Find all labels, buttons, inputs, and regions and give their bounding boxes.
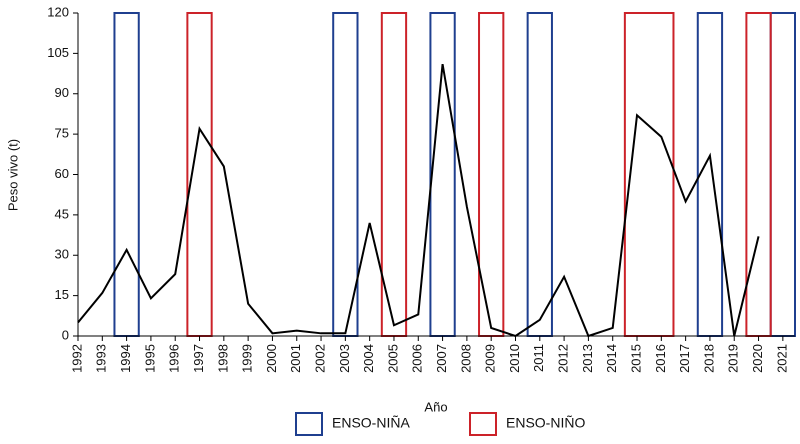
y-tick-label: 75	[55, 126, 69, 141]
x-tick-label: 1998	[215, 344, 230, 373]
y-tick-label: 90	[55, 85, 69, 100]
x-tick-label: 2012	[556, 344, 571, 373]
x-tick-label: 2003	[337, 344, 352, 373]
x-tick-label: 2006	[410, 344, 425, 373]
x-tick-label: 2013	[580, 344, 595, 373]
x-tick-label: 1992	[69, 344, 84, 373]
x-tick-label: 2002	[312, 344, 327, 373]
x-tick-label: 2009	[483, 344, 498, 373]
x-axis-title: Año	[424, 399, 447, 414]
x-tick-label: 2001	[288, 344, 303, 373]
data-line	[77, 63, 760, 338]
x-tick-label: 2020	[750, 344, 765, 373]
enso-period	[769, 12, 796, 337]
enso-period	[113, 12, 140, 337]
y-axis-title: Peso vivo (t)	[5, 139, 20, 211]
x-tick-label: 2017	[677, 344, 692, 373]
y-tick-label: 30	[55, 247, 69, 262]
enso-period	[623, 12, 675, 337]
x-tick-label: 2008	[458, 344, 473, 373]
y-tick-label: 60	[55, 166, 69, 181]
y-tick-label: 0	[62, 327, 69, 342]
x-tick-label: 1995	[142, 344, 157, 373]
y-tick-label: 105	[47, 45, 69, 60]
x-tick-label: 2014	[604, 344, 619, 373]
x-tick-label: 2010	[507, 344, 522, 373]
x-tick-label: 1996	[167, 344, 182, 373]
enso-period	[526, 12, 553, 337]
x-tick-label: 1997	[191, 344, 206, 373]
legend-swatch	[469, 412, 497, 436]
x-tick-label: 1993	[94, 344, 109, 373]
x-tick-label: 2019	[726, 344, 741, 373]
y-tick-label: 45	[55, 206, 69, 221]
x-tick-label: 2007	[434, 344, 449, 373]
enso-period	[429, 12, 456, 337]
x-tick-label: 2005	[385, 344, 400, 373]
x-tick-label: 1994	[118, 344, 133, 373]
x-tick-label: 2004	[361, 344, 376, 373]
legend-swatch	[295, 412, 323, 436]
enso-period	[745, 12, 772, 337]
x-tick-label: 1999	[240, 344, 255, 373]
x-tick-label: 2016	[653, 344, 668, 373]
legend-label: ENSO-NIÑO	[506, 415, 585, 431]
x-tick-label: 2000	[264, 344, 279, 373]
enso-period	[332, 12, 359, 337]
x-tick-label: 2018	[701, 344, 716, 373]
x-tick-label: 2011	[531, 344, 546, 372]
x-tick-label: 2015	[628, 344, 643, 373]
legend-label: ENSO-NIÑA	[332, 415, 410, 431]
y-tick-label: 15	[55, 287, 69, 302]
enso-period	[696, 12, 724, 337]
y-tick-label: 120	[47, 4, 69, 19]
x-tick-label: 2021	[774, 344, 789, 373]
